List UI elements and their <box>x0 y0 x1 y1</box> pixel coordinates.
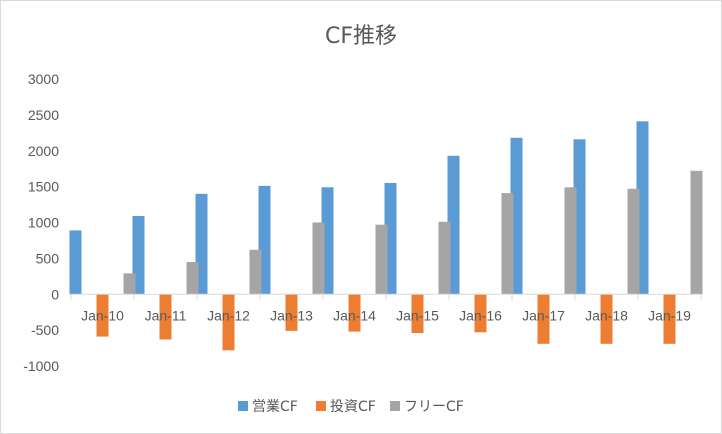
bar-2-7 <box>474 294 487 333</box>
x-tick-label: Jan-18 <box>585 307 628 323</box>
bar-3-7 <box>501 193 514 295</box>
y-tick-label: 3000 <box>28 71 59 87</box>
x-tick-label: Jan-13 <box>270 307 313 323</box>
bar-3-5 <box>375 224 388 295</box>
x-tick-label: Jan-19 <box>648 307 691 323</box>
bar-3-2 <box>186 262 199 295</box>
bar-3-10 <box>690 170 703 295</box>
bar-2-1 <box>96 294 109 337</box>
y-tick-label: 1000 <box>28 215 59 231</box>
x-tick-label: Jan-15 <box>396 307 439 323</box>
x-tick-label: Jan-12 <box>207 307 250 323</box>
bar-3-8 <box>564 187 577 295</box>
bar-2-3 <box>222 294 235 351</box>
bar-3-4 <box>312 222 325 295</box>
y-axis: 3000 2500 2000 1500 1000 500 0 -500 -1000 <box>23 71 59 374</box>
bar-3-3 <box>249 249 262 295</box>
bar-2-8 <box>537 294 550 344</box>
bar-1-1 <box>69 230 82 295</box>
x-tick-label: Jan-17 <box>522 307 565 323</box>
bar-2-2 <box>159 294 172 340</box>
legend-swatch <box>316 401 326 411</box>
legend-label: フリーCF <box>404 399 464 415</box>
y-tick-label: 0 <box>51 286 59 302</box>
x-axis <box>70 293 702 301</box>
y-tick-label: -1000 <box>23 358 59 374</box>
bars <box>69 121 703 351</box>
y-tick-label: -500 <box>31 322 59 338</box>
y-tick-label: 1500 <box>28 179 59 195</box>
x-tick-label: Jan-10 <box>81 307 124 323</box>
x-tick-labels: Jan-10 Jan-11 Jan-12 Jan-13 Jan-14 Jan-15 Jan-… <box>81 307 691 323</box>
x-tick-label: Jan-14 <box>333 307 376 323</box>
y-tick-label: 2500 <box>28 107 59 123</box>
x-tick-label: Jan-11 <box>145 307 187 323</box>
bar-2-9 <box>600 294 613 344</box>
legend: 営業CF 投資CF フリーCF <box>238 399 464 415</box>
chart-title: CF推移 <box>325 24 397 49</box>
bar-2-4 <box>285 294 298 331</box>
legend-label: 投資CF <box>330 399 376 415</box>
legend-swatch <box>238 401 248 411</box>
x-tick-label: Jan-16 <box>459 307 502 323</box>
bar-3-1 <box>123 273 136 295</box>
bar-2-10 <box>663 294 676 344</box>
bar-2-5 <box>348 294 361 332</box>
bar-3-6 <box>438 221 451 295</box>
y-tick-label: 2000 <box>28 143 59 159</box>
bar-2-6 <box>411 294 424 333</box>
y-tick-label: 500 <box>36 250 60 266</box>
bar-3-9 <box>627 188 640 295</box>
legend-label: 営業CF <box>252 399 298 415</box>
legend-swatch <box>390 401 400 411</box>
